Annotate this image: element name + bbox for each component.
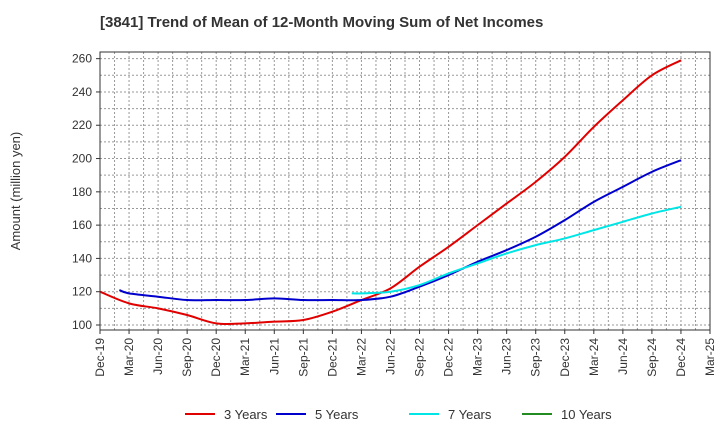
legend-label-7-years: 7 Years xyxy=(448,407,492,422)
x-tick-label: Jun-21 xyxy=(267,338,281,375)
grid-lines xyxy=(100,52,710,330)
y-tick-label: 220 xyxy=(72,118,92,132)
x-tick-label: Dec-22 xyxy=(442,338,456,377)
axis-ticks: Dec-19 Mar-20 Jun-20 Sep-20 Dec-20 Mar-21 Jun-… xyxy=(72,52,717,377)
series-line-5-years xyxy=(118,159,682,302)
y-tick-label: 140 xyxy=(72,251,92,265)
x-tick-label: Dec-21 xyxy=(325,338,339,377)
x-tick-label: Mar-21 xyxy=(238,338,252,376)
x-tick-label: Sep-23 xyxy=(529,338,543,377)
chart-title: [3841] Trend of Mean of 12-Month Moving … xyxy=(100,14,544,31)
x-tick-label: Mar-24 xyxy=(587,338,601,376)
x-tick-label: Sep-24 xyxy=(645,338,659,377)
x-tick-label: Sep-21 xyxy=(296,338,310,377)
legend: 3 Years 5 Years 7 Years 10 Years xyxy=(185,407,612,422)
x-tick-label: Dec-20 xyxy=(209,338,223,377)
x-tick-label: Dec-23 xyxy=(558,338,572,377)
y-tick-label: 260 xyxy=(72,52,92,66)
y-axis-title: Amount (million yen) xyxy=(8,132,23,251)
x-tick-label: Dec-24 xyxy=(674,338,688,377)
legend-label-5-years: 5 Years xyxy=(315,407,359,422)
x-tick-label: Mar-23 xyxy=(471,338,485,376)
plot-frame xyxy=(99,51,711,331)
x-tick-label: Jun-20 xyxy=(151,338,165,375)
x-tick-label: Mar-25 xyxy=(703,338,717,376)
plot-background xyxy=(100,52,710,330)
x-tick-label: Jun-24 xyxy=(616,338,630,375)
x-tick-label: Mar-22 xyxy=(354,338,368,376)
series-line-7-years xyxy=(351,205,682,295)
y-tick-label: 240 xyxy=(72,85,92,99)
legend-label-3-years: 3 Years xyxy=(224,407,268,422)
x-tick-label: Sep-20 xyxy=(180,338,194,377)
x-tick-label: Jun-22 xyxy=(383,338,397,375)
y-tick-label: 100 xyxy=(72,318,92,332)
series-lines xyxy=(99,59,682,326)
x-tick-label: Mar-20 xyxy=(122,338,136,376)
y-tick-label: 180 xyxy=(72,185,92,199)
x-tick-label: Jun-23 xyxy=(500,338,514,375)
x-tick-label: Dec-19 xyxy=(93,338,107,377)
y-tick-label: 160 xyxy=(72,218,92,232)
y-tick-label: 120 xyxy=(72,285,92,299)
series-line-3-years xyxy=(99,59,682,326)
legend-label-10-years: 10 Years xyxy=(561,407,612,422)
x-tick-label: Sep-22 xyxy=(413,338,427,377)
y-tick-label: 200 xyxy=(72,152,92,166)
